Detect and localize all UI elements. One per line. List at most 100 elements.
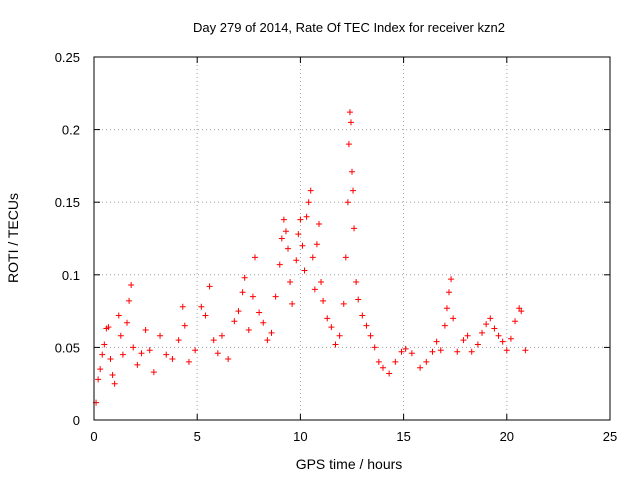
data-point [241, 274, 248, 281]
data-point [163, 351, 170, 358]
data-point [423, 358, 430, 365]
data-point [386, 370, 393, 377]
data-point [491, 325, 498, 332]
data-point [344, 199, 351, 206]
data-point [119, 351, 126, 358]
data-point [214, 350, 221, 357]
data-point [276, 261, 283, 268]
data-point [437, 347, 444, 354]
data-point [309, 254, 316, 261]
data-point [512, 318, 519, 325]
data-point [146, 347, 153, 354]
data-point [402, 345, 409, 352]
y-tick-label: 0.2 [62, 123, 80, 138]
data-point [336, 332, 343, 339]
data-point [282, 228, 289, 235]
data-point [218, 332, 225, 339]
data-point [268, 329, 275, 336]
x-tick-label: 20 [500, 429, 514, 444]
data-point [305, 199, 312, 206]
data-points [93, 109, 529, 406]
data-point [293, 257, 300, 264]
data-point [130, 344, 137, 351]
data-point [289, 300, 296, 307]
y-tick-label: 0.1 [62, 268, 80, 283]
data-point [367, 332, 374, 339]
data-point [97, 366, 104, 373]
data-point [126, 297, 133, 304]
data-point [202, 312, 209, 319]
data-point [351, 225, 358, 232]
data-point [363, 322, 370, 329]
data-point [398, 348, 405, 355]
data-point [124, 319, 131, 326]
data-point [179, 303, 186, 310]
x-axis-title: GPS time / hours [296, 456, 403, 472]
data-point [417, 364, 424, 371]
data-point [285, 245, 292, 252]
data-point [198, 303, 205, 310]
data-point [371, 344, 378, 351]
data-point [109, 371, 116, 378]
plot-frame [93, 56, 611, 421]
data-point [313, 241, 320, 248]
data-point [340, 300, 347, 307]
y-tick-label: 0.25 [55, 50, 80, 65]
data-point [320, 297, 327, 304]
data-point [99, 351, 106, 358]
data-point [408, 350, 415, 357]
data-point [518, 308, 525, 315]
data-point [157, 332, 164, 339]
data-point [185, 358, 192, 365]
data-point [260, 319, 267, 326]
data-point [332, 341, 339, 348]
data-point [128, 281, 135, 288]
data-point [107, 356, 114, 363]
data-point [446, 289, 453, 296]
data-point [299, 242, 306, 249]
data-point [468, 348, 475, 355]
y-axis-title: ROTI / TECUs [5, 193, 21, 283]
data-point [138, 350, 145, 357]
data-point [503, 347, 510, 354]
data-point [311, 286, 318, 293]
data-point [479, 329, 486, 336]
data-point [353, 279, 360, 286]
data-point [169, 356, 176, 363]
x-tick-label: 0 [90, 429, 97, 444]
data-point [295, 231, 302, 238]
data-point [206, 283, 213, 290]
data-point [278, 235, 285, 242]
data-point [349, 168, 355, 175]
data-point [256, 309, 263, 316]
data-point [303, 213, 310, 220]
chart-title: Day 279 of 2014, Rate Of TEC Index for r… [193, 20, 505, 35]
data-point [245, 326, 252, 333]
data-point [318, 279, 325, 286]
data-point [443, 305, 450, 312]
data-point [231, 318, 238, 325]
data-point [181, 322, 188, 329]
grid-lines [94, 57, 610, 420]
data-point [359, 312, 366, 319]
data-point [115, 312, 122, 319]
y-tick-labels: 0 0.05 0.1 0.15 0.2 0.25 [55, 50, 80, 428]
data-point [105, 324, 112, 331]
data-point [375, 358, 382, 365]
data-point [429, 348, 436, 355]
data-point [346, 109, 353, 116]
data-point [117, 332, 124, 339]
data-point [460, 337, 467, 344]
data-point [95, 376, 102, 383]
data-point [454, 348, 461, 355]
data-point [448, 276, 455, 283]
data-point [142, 326, 149, 333]
x-tick-label: 25 [603, 429, 617, 444]
data-point [342, 254, 349, 261]
y-tick-label: 0.05 [55, 340, 80, 355]
data-point [297, 216, 304, 223]
x-tick-label: 5 [194, 429, 201, 444]
data-point [441, 322, 448, 329]
data-point [134, 361, 141, 368]
